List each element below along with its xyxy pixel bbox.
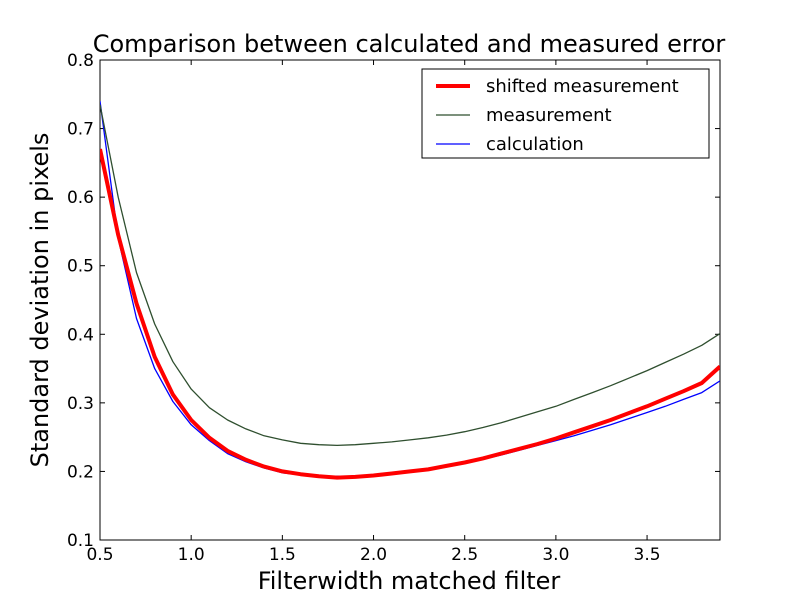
y-tick-label: 0.5: [67, 257, 94, 277]
y-tick-label: 0.7: [67, 120, 94, 140]
series-layer: [100, 101, 720, 480]
y-tick-label: 0.2: [67, 462, 94, 482]
y-axis-label: Standard deviation in pixels: [26, 133, 54, 468]
y-axis-ticks: 0.1 0.2 0.3 0.4 0.5 0.6 0.7 0.8: [67, 51, 720, 551]
series-line-measurement: [100, 104, 720, 447]
y-tick-label: 0.3: [67, 394, 94, 414]
x-axis-ticks: 0.5 1.0 1.5 2.0 2.5 3.0 3.5: [86, 60, 661, 565]
legend-label-shifted-measurement: shifted measurement: [486, 76, 679, 97]
x-tick-label: 2.5: [451, 545, 478, 565]
legend-box: [421, 68, 710, 159]
x-tick-label: 3.0: [542, 545, 569, 565]
series-line-shifted-measurement: [100, 148, 720, 480]
x-tick-label: 2.0: [360, 545, 387, 565]
legend-label-calculation: calculation: [486, 134, 584, 155]
chart-title: Comparison between calculated and measur…: [93, 30, 726, 58]
legend-label-measurement: measurement: [486, 105, 612, 126]
x-tick-label: 1.5: [269, 545, 296, 565]
legend: shifted measurement measurement calculatio…: [421, 68, 710, 159]
x-tick-label: 0.5: [86, 545, 113, 565]
y-tick-label: 0.6: [67, 188, 94, 208]
y-tick-label: 0.1: [67, 531, 94, 551]
y-tick-label: 0.4: [67, 325, 94, 345]
x-axis-label: Filterwidth matched filter: [258, 567, 561, 595]
y-tick-label: 0.8: [67, 51, 94, 71]
x-tick-label: 1.0: [178, 545, 205, 565]
x-tick-label: 3.5: [634, 545, 661, 565]
